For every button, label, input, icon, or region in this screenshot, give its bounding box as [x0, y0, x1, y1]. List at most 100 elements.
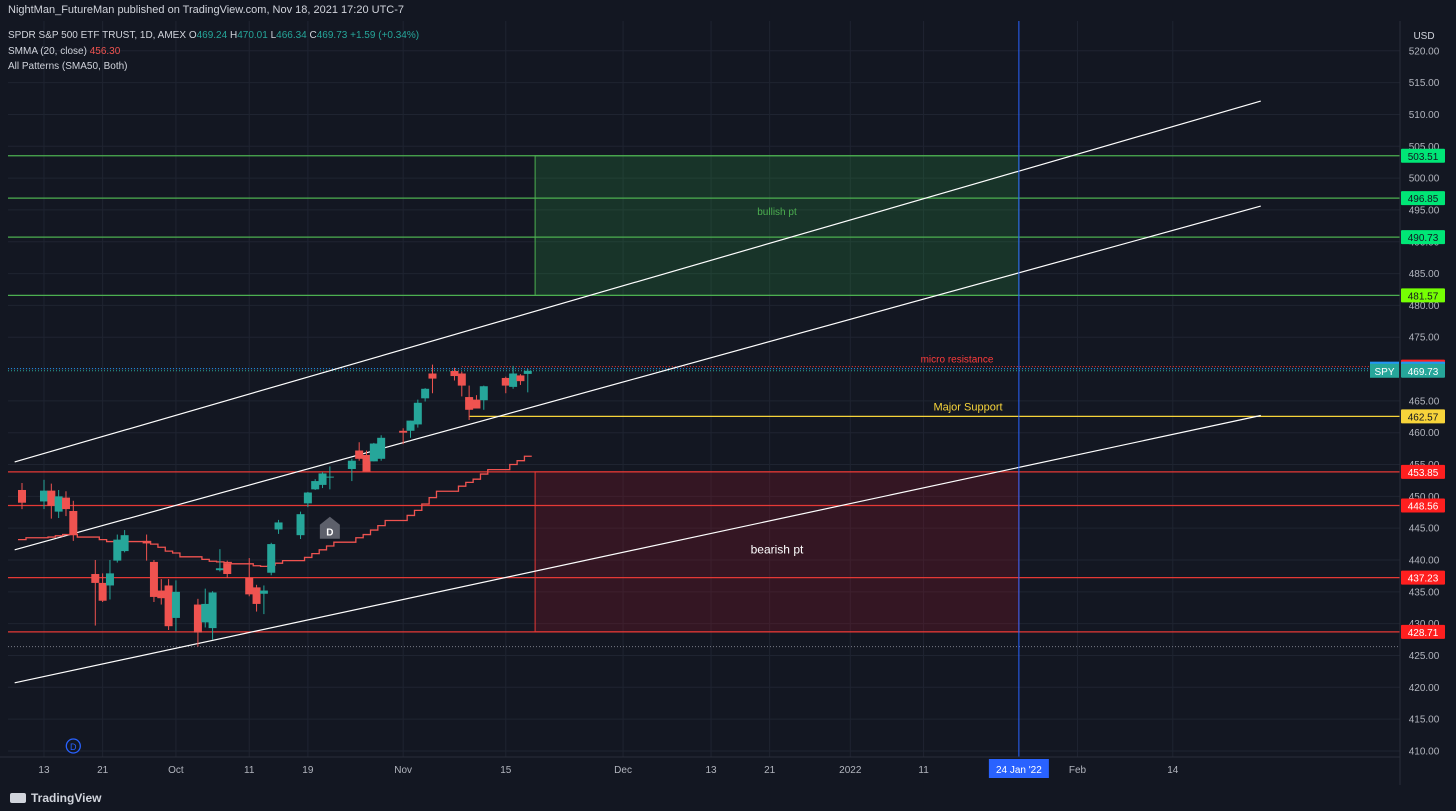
legend-smma-label: SMMA (20, close) — [8, 46, 87, 57]
candle[interactable] — [355, 442, 364, 461]
candle[interactable] — [413, 399, 422, 428]
level-price-tag-bg — [1401, 624, 1445, 639]
level-price-tag-text: 496.85 — [1408, 194, 1439, 205]
candle[interactable] — [120, 530, 129, 553]
candle[interactable] — [47, 483, 56, 519]
candle[interactable] — [208, 591, 217, 640]
spy-side-tag-text: SPY — [1374, 367, 1394, 378]
legend-patterns-row[interactable]: All Patterns (SMA50, Both) — [8, 61, 128, 72]
legend-high: 470.01 — [237, 30, 268, 41]
bearish-zone-label: bearish pt — [751, 543, 804, 557]
candle[interactable] — [369, 442, 378, 462]
candle[interactable] — [98, 573, 107, 603]
y-tick-label: 520.00 — [1409, 46, 1440, 57]
candle-body — [457, 373, 466, 386]
x-tick-label: Feb — [1069, 765, 1087, 776]
candle-body — [223, 563, 232, 575]
level-price-tag-bg — [1401, 191, 1445, 206]
x-tick-label: 21 — [764, 765, 776, 776]
candle[interactable] — [193, 598, 202, 647]
legend-open-label: O — [188, 30, 197, 41]
candle-body — [355, 450, 364, 459]
smma-line — [18, 455, 532, 568]
candle-body — [501, 377, 510, 386]
candle-body — [215, 568, 224, 571]
candle-body — [303, 492, 312, 504]
y-tick-label: 515.00 — [1409, 78, 1440, 89]
y-tick-label: 430.00 — [1409, 619, 1440, 630]
candle[interactable] — [61, 491, 70, 517]
candle[interactable] — [325, 466, 334, 490]
candle[interactable] — [472, 395, 481, 409]
tradingview-logo[interactable]: TradingView — [10, 791, 101, 805]
candle[interactable] — [428, 364, 437, 394]
level-price-tag-text: 428.71 — [1408, 628, 1439, 639]
candle[interactable] — [157, 579, 166, 605]
price-chart[interactable]: bullish pt bearish pt micro resistance Majo… — [0, 0, 1456, 785]
candle[interactable] — [105, 560, 114, 600]
candle[interactable] — [465, 385, 474, 420]
candle[interactable] — [91, 560, 100, 626]
candle[interactable] — [113, 534, 122, 563]
candle[interactable] — [318, 472, 327, 489]
candle[interactable] — [259, 585, 268, 615]
candle[interactable] — [399, 428, 408, 445]
x-tick-label: 15 — [500, 765, 512, 776]
candle-body — [91, 574, 100, 583]
candle[interactable] — [54, 489, 63, 518]
candle[interactable] — [523, 368, 532, 393]
candle[interactable] — [296, 511, 305, 539]
candle[interactable] — [509, 365, 518, 389]
candle[interactable] — [223, 560, 232, 578]
candle[interactable] — [18, 482, 26, 510]
candle[interactable] — [149, 560, 158, 603]
candle[interactable] — [377, 435, 386, 461]
candle[interactable] — [406, 420, 415, 438]
candle[interactable] — [303, 491, 312, 508]
published-bar: NightMan_FutureMan published on TradingV… — [0, 0, 1456, 21]
candle-body — [406, 420, 415, 431]
candle[interactable] — [164, 579, 173, 631]
candle[interactable] — [450, 367, 459, 381]
level-price-tag-bg — [1401, 148, 1445, 163]
tradingview-brand: TradingView — [31, 791, 102, 805]
candle[interactable] — [215, 549, 224, 572]
candle[interactable] — [39, 479, 48, 510]
candle[interactable] — [479, 385, 488, 410]
y-tick-label: 410.00 — [1409, 746, 1440, 757]
candle[interactable] — [311, 479, 320, 490]
y-tick-label: 505.00 — [1409, 142, 1440, 153]
bullish-zone — [534, 155, 1020, 296]
candle[interactable] — [274, 519, 283, 534]
legend-symbol: SPDR S&P 500 ETF TRUST, 1D, AMEX — [8, 30, 187, 41]
level-price-tag-bg — [1401, 230, 1445, 245]
y-tick-label: 510.00 — [1409, 110, 1440, 121]
legend-smma-row[interactable]: SMMA (20, close) 456.30 — [8, 46, 120, 57]
candle[interactable] — [501, 376, 510, 394]
candle[interactable] — [457, 371, 466, 397]
channel-line — [14, 100, 1261, 463]
candle[interactable] — [421, 388, 430, 402]
candle-body — [413, 402, 422, 425]
candle-body — [142, 540, 151, 544]
candle[interactable] — [201, 588, 210, 628]
level-price-tag-bg — [1401, 498, 1445, 513]
candle[interactable] — [516, 374, 525, 385]
pattern-marker-label: D — [326, 528, 333, 539]
candle[interactable] — [267, 542, 276, 576]
candle[interactable] — [362, 450, 371, 472]
level-price-tag-bg — [1401, 570, 1445, 585]
plot-area: bullish pt bearish pt micro resistance Majo… — [8, 21, 1400, 757]
candle-body — [39, 490, 48, 502]
candle-body — [54, 496, 63, 512]
candle-body — [369, 443, 378, 462]
candle[interactable] — [245, 558, 254, 597]
candle-body — [193, 604, 202, 633]
candle[interactable] — [69, 500, 78, 541]
candle[interactable] — [347, 458, 356, 482]
candle[interactable] — [171, 580, 180, 632]
candle[interactable] — [142, 534, 151, 561]
x-tick-label: Nov — [394, 765, 412, 776]
candle[interactable] — [252, 584, 261, 612]
x-tick-label: 14 — [1167, 765, 1179, 776]
